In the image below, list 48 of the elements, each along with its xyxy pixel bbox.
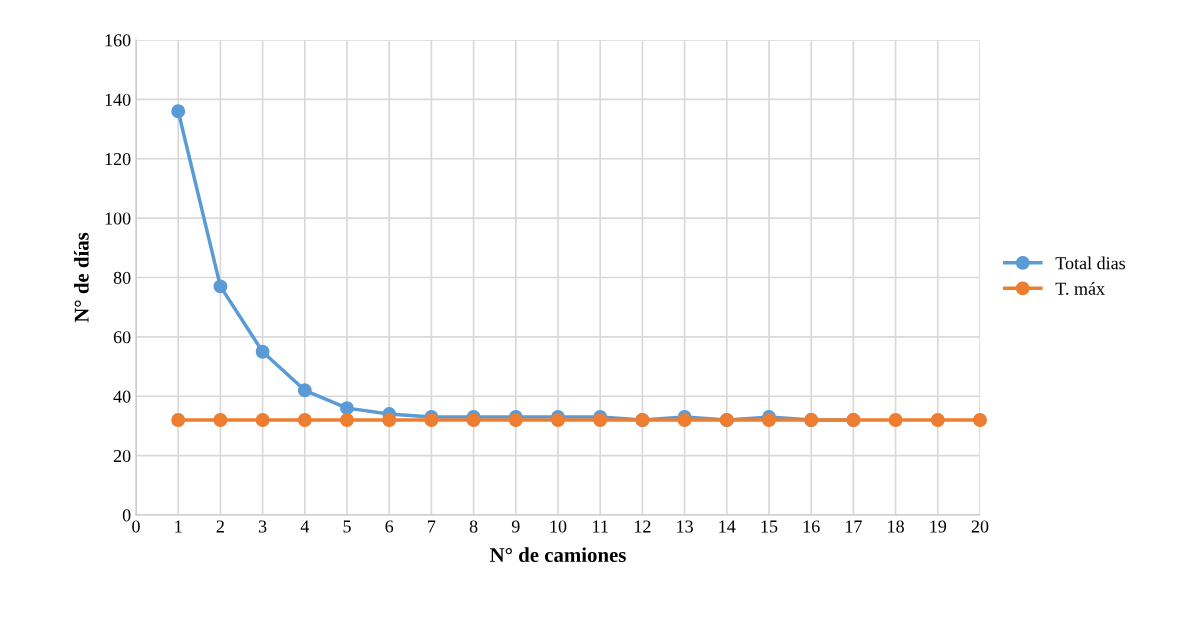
x-tick-label: 17 xyxy=(845,520,862,533)
x-axis-title: N° de camiones xyxy=(490,547,626,563)
point xyxy=(930,413,945,427)
point xyxy=(213,413,228,427)
x-tick-label: 13 xyxy=(677,520,693,533)
x-tick-label: 4 xyxy=(300,520,310,533)
x-tick-label: 10 xyxy=(550,520,567,533)
x-tick-label: 20 xyxy=(971,520,989,533)
x-tick-label: 9 xyxy=(511,520,520,533)
x-tick-label: 18 xyxy=(888,520,904,533)
x-tick-label: 7 xyxy=(428,520,436,533)
point xyxy=(255,413,270,427)
y-tick-label: 120 xyxy=(105,153,131,166)
point xyxy=(171,104,186,119)
y-tick-label: 100 xyxy=(105,212,131,225)
x-tick-label: 14 xyxy=(719,520,736,533)
x-tick-label: 15 xyxy=(761,520,778,533)
y-tick-label: 140 xyxy=(105,93,131,106)
x-tick-label: 3 xyxy=(258,520,267,533)
y-tick-label: 160 xyxy=(105,34,131,47)
y-axis-title: N° de días xyxy=(74,232,89,323)
point xyxy=(171,413,186,427)
x-tick-label: 8 xyxy=(469,520,478,533)
legend-label: Total dias xyxy=(1055,256,1126,270)
x-tick-label: 16 xyxy=(803,520,820,533)
point xyxy=(213,279,228,294)
point xyxy=(297,383,312,398)
x-tick-label: 2 xyxy=(216,520,224,533)
y-tick-label: 0 xyxy=(122,509,131,522)
y-tick-label: 40 xyxy=(113,390,131,403)
legend-label: T. máx xyxy=(1055,282,1105,295)
point xyxy=(973,413,987,427)
x-tick-label: 5 xyxy=(343,520,351,533)
point xyxy=(340,401,354,416)
point xyxy=(297,413,312,427)
point xyxy=(255,344,270,359)
x-tick-label: 19 xyxy=(930,520,947,533)
x-tick-label: 12 xyxy=(634,520,651,533)
y-tick-label: 80 xyxy=(113,271,131,284)
x-tick-label: 0 xyxy=(132,520,140,533)
point xyxy=(382,413,397,427)
x-tick-label: 1 xyxy=(175,520,182,533)
y-tick-label: 20 xyxy=(113,449,131,463)
x-tick-label: 6 xyxy=(385,520,394,533)
point xyxy=(888,413,903,427)
point xyxy=(340,413,354,427)
y-tick-label: 60 xyxy=(113,331,131,344)
x-tick-label: 11 xyxy=(593,520,608,533)
